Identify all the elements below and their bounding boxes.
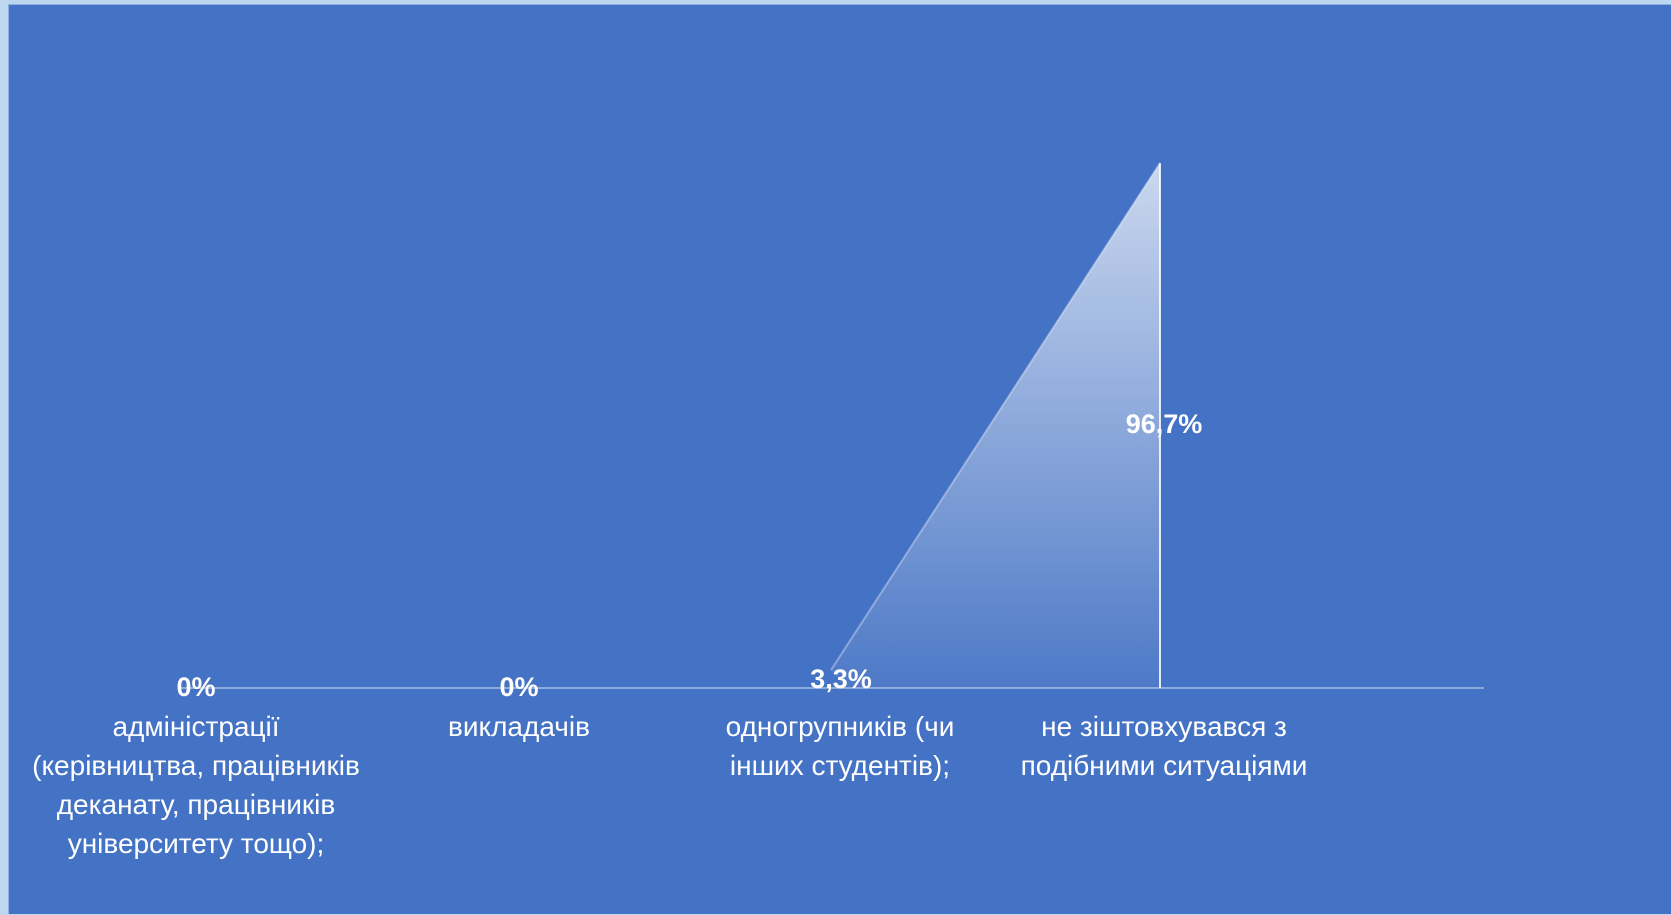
data-label-not-encountered: 96,7% <box>1125 409 1203 439</box>
data-label-classmates: 3,3% <box>810 664 872 694</box>
chart-area: 0% 0% 3,3% 96,7% адміністрації (керівниц… <box>8 4 1671 914</box>
chart-svg <box>178 162 1484 689</box>
data-label-teachers: 0% <box>499 672 539 702</box>
category-label-not-encountered: не зіштовхувався з подібними ситуаціями <box>1020 711 1308 781</box>
category-label-teachers: викладачів <box>448 711 590 742</box>
data-label-administration: 0% <box>176 672 216 702</box>
area-series <box>831 163 1160 688</box>
category-label-administration: адміністрації (керівництва, працівників … <box>32 711 360 859</box>
area-series-ridge <box>830 162 1161 671</box>
category-label-classmates: одногрупників (чи інших студентів); <box>725 711 955 781</box>
